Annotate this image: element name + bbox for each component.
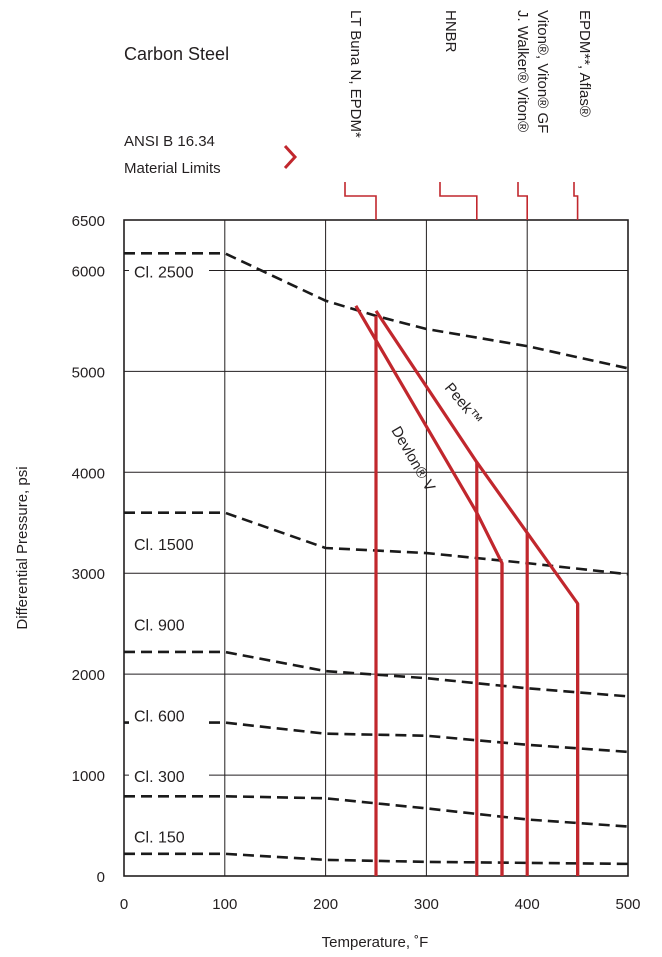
- material-limit-bracket: [517, 182, 529, 220]
- y-tick-label: 1000: [72, 768, 105, 785]
- x-tick-label: 100: [212, 896, 237, 913]
- class-label-bg: [129, 824, 209, 849]
- subtitle-line-2: Material Limits: [124, 160, 221, 177]
- class-label: Cl. 2500: [134, 264, 194, 281]
- y-tick-label: 2000: [72, 667, 105, 684]
- x-tick-label: 200: [313, 896, 338, 913]
- seat-material-curve: [374, 309, 580, 876]
- x-axis-label: Temperature, ˚F: [322, 934, 429, 951]
- class-label: Cl. 600: [134, 709, 185, 726]
- y-tick-label: 0: [97, 869, 105, 886]
- class-label: Cl. 150: [134, 830, 185, 847]
- material-limit-label: Viton®, Viton® GF: [534, 10, 551, 133]
- material-limit-lines: [354, 304, 580, 876]
- class-label-bg: [129, 703, 209, 728]
- class-label: Cl. 900: [134, 618, 185, 635]
- y-tick-label: 5000: [72, 364, 105, 381]
- seat-material-curve: [354, 304, 504, 876]
- x-tick-label: 300: [414, 896, 439, 913]
- y-tick-label: 4000: [72, 465, 105, 482]
- y-tick-label: 6000: [72, 263, 105, 280]
- material-limit-bracket: [344, 182, 377, 220]
- y-axis-label: Differential Pressure, psi: [14, 466, 31, 629]
- subtitle-line-1: ANSI B 16.34: [124, 133, 215, 150]
- material-limit-label: EPDM**, Aflas®: [576, 10, 593, 117]
- material-limit-brackets: [344, 182, 579, 220]
- chart-title: Carbon Steel: [124, 44, 229, 64]
- class-label-bg: [129, 764, 209, 789]
- class-label: Cl. 300: [134, 769, 185, 786]
- class-label: Cl. 1500: [134, 537, 194, 554]
- class-label-bg: [129, 259, 209, 284]
- material-limit-label: LT Buna N, EPDM*: [347, 10, 364, 138]
- material-limit-label: J. Walker® Viton®: [514, 10, 531, 132]
- y-tick-label: 6500: [72, 213, 105, 230]
- x-tick-label: 500: [615, 896, 640, 913]
- class-label-bg: [129, 612, 209, 637]
- y-tick-label: 3000: [72, 566, 105, 583]
- material-limit-label: HNBR: [442, 10, 459, 53]
- class-label-bg: [129, 531, 209, 556]
- x-tick-label: 400: [515, 896, 540, 913]
- material-limit-bracket: [573, 182, 579, 220]
- x-tick-label: 0: [120, 896, 128, 913]
- chevron-right-icon: [283, 144, 298, 170]
- material-limit-bracket: [439, 182, 478, 220]
